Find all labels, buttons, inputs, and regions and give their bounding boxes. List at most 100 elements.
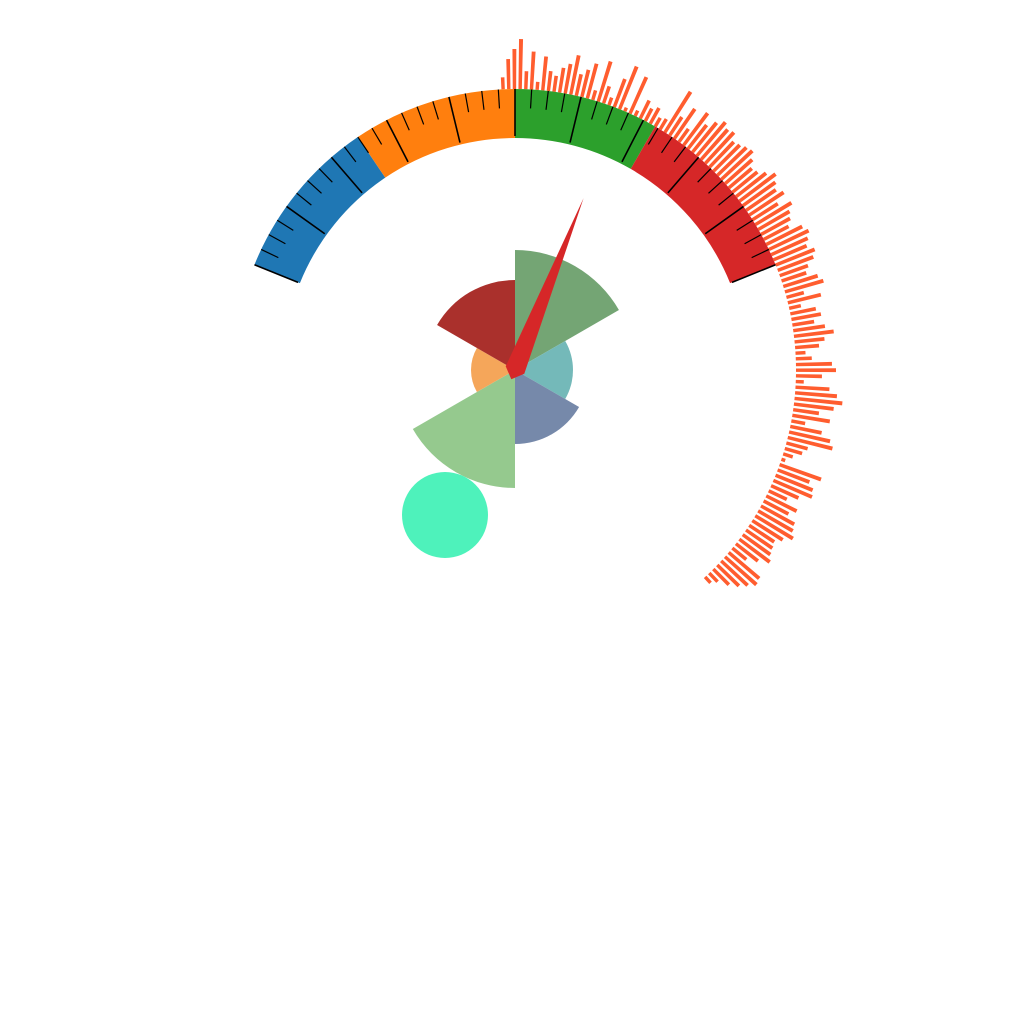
radial-bar: [791, 419, 806, 426]
radial-bar: [653, 116, 662, 128]
radial-bar: [748, 523, 776, 544]
radial-bar: [703, 575, 712, 584]
radial-bar: [795, 350, 806, 355]
radial-bar: [738, 172, 777, 203]
gauge-minor-tick: [464, 93, 470, 113]
radial-bar-series: [500, 39, 843, 588]
radial-bar: [607, 97, 614, 106]
radial-bar: [760, 504, 796, 527]
gauge-minor-tick: [560, 93, 566, 113]
gauge-needle-group: [505, 198, 584, 380]
radial-bar: [686, 123, 709, 150]
radial-bar: [699, 128, 730, 161]
radial-bar: [643, 107, 654, 122]
radial-bar: [765, 224, 804, 246]
rose-slice: [412, 370, 515, 488]
gauge-band: [630, 126, 776, 284]
radial-bar: [792, 408, 820, 416]
gauge-major-tick: [621, 119, 645, 163]
gauge-minor-tick: [736, 219, 754, 231]
radial-bar: [648, 107, 661, 125]
radial-bar: [784, 278, 824, 294]
gauge-minor-tick: [591, 101, 598, 120]
radial-bar: [524, 71, 529, 90]
radial-bar: [745, 188, 777, 212]
gauge-minor-tick: [751, 248, 770, 259]
radial-bar: [754, 514, 794, 541]
radial-bar: [720, 559, 749, 587]
gauge-band: [254, 137, 386, 284]
radial-bar: [546, 70, 553, 92]
gauge-minor-tick: [276, 219, 294, 231]
gauge-minor-tick: [416, 106, 425, 125]
scatter-series: [402, 472, 488, 558]
radial-bar: [770, 236, 809, 257]
gauge-major-tick: [254, 263, 299, 284]
radial-bar: [792, 324, 826, 333]
radial-bar: [596, 60, 613, 103]
radial-bar: [731, 546, 748, 561]
radial-bar: [708, 140, 736, 169]
radial-bar: [734, 542, 760, 563]
radial-bar: [708, 571, 719, 583]
radial-bar: [695, 121, 727, 157]
radial-bar: [754, 201, 793, 227]
gauge-major-tick: [569, 96, 582, 143]
radial-bar: [774, 473, 814, 493]
gauge-minor-tick: [268, 234, 286, 245]
radial-bar: [580, 69, 591, 98]
radial-bar: [745, 528, 774, 550]
gauge-major-tick: [385, 119, 409, 163]
gauge-minor-tick: [620, 112, 629, 131]
radial-bar: [795, 356, 812, 361]
radial-bar: [792, 319, 815, 327]
rose-slice: [515, 250, 619, 370]
radial-bar: [500, 77, 505, 90]
gauge-minor-tick: [529, 89, 533, 109]
radial-bar: [704, 131, 736, 165]
radial-bar: [663, 90, 693, 134]
radial-bar: [757, 509, 794, 533]
radial-bar: [731, 170, 759, 194]
radial-bar: [781, 271, 807, 283]
radial-bar: [738, 537, 771, 564]
radial-bar: [775, 247, 816, 267]
radial-bar: [785, 290, 805, 299]
radial-bar: [795, 379, 804, 384]
radial-bar: [782, 273, 819, 289]
radial-bar: [716, 146, 748, 177]
radial-bar: [563, 63, 573, 94]
radial-bar: [795, 361, 832, 367]
gauge-minor-tick: [307, 180, 322, 194]
rose-slice: [471, 348, 515, 392]
radial-bar: [794, 396, 843, 406]
radial-bar: [788, 303, 802, 310]
radial-bar: [601, 85, 612, 104]
radial-bar: [795, 374, 822, 379]
gauge-minor-tick: [401, 112, 410, 131]
radial-bar: [541, 56, 549, 91]
radial-bar: [794, 391, 838, 399]
radial-bar: [712, 143, 742, 173]
radial-bar: [751, 202, 779, 222]
radial-bar: [792, 413, 831, 424]
radial-bar: [767, 489, 788, 502]
gauge-minor-tick: [647, 127, 659, 145]
radial-bar: [791, 312, 822, 322]
radial-bar: [762, 224, 790, 241]
radial-bar: [552, 75, 559, 92]
gauge: [254, 89, 776, 284]
radial-bar: [617, 65, 639, 110]
radial-bar: [727, 551, 761, 580]
radial-bar: [691, 121, 719, 154]
radial-bar: [785, 441, 809, 451]
gauge-minor-tick: [432, 101, 439, 120]
gauge-minor-tick: [718, 192, 734, 206]
radial-bar: [677, 127, 690, 143]
gauge-minor-tick: [661, 136, 673, 154]
radial-bar: [787, 292, 822, 305]
radial-bar: [638, 99, 651, 120]
rose-slice: [515, 341, 573, 399]
